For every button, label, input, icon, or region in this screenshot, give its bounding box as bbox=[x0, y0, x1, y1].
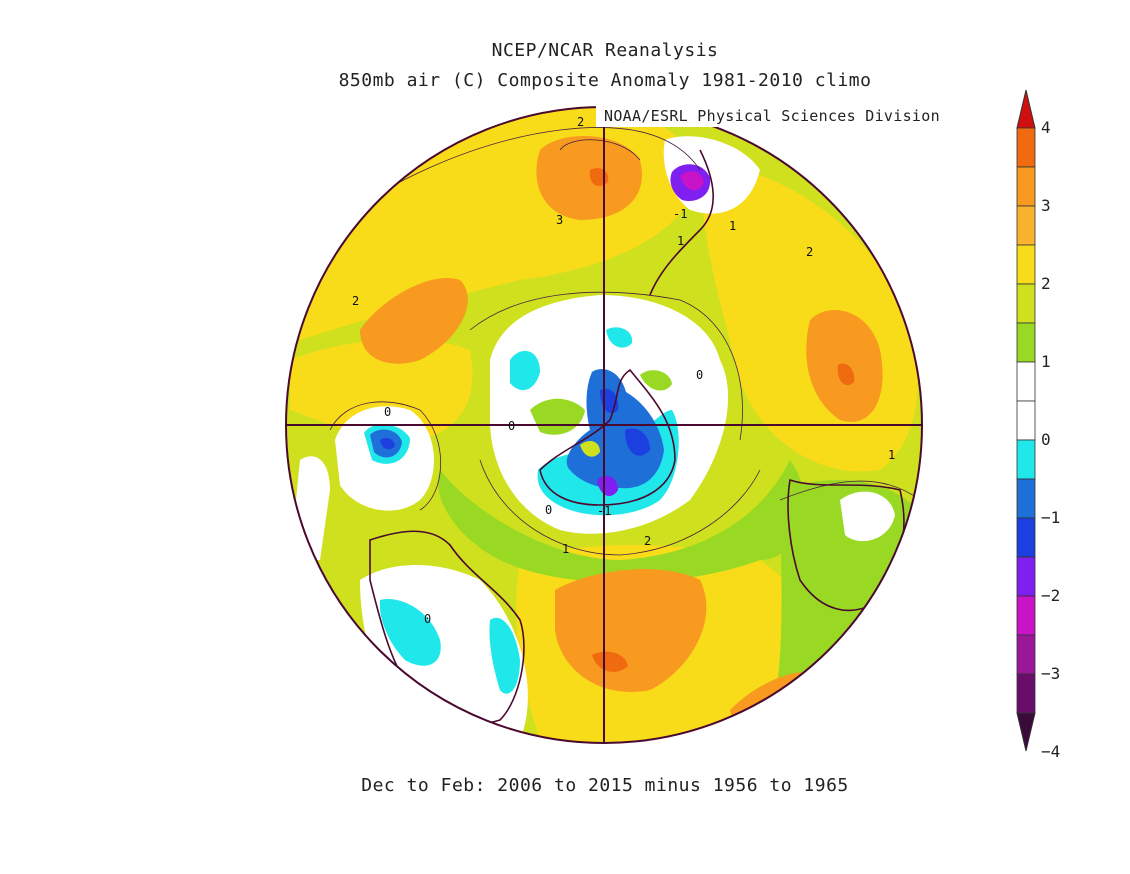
colorbar-tick-label: 4 bbox=[1041, 118, 1051, 137]
field-green-southeast bbox=[760, 480, 922, 743]
contour-label: 0 bbox=[696, 368, 703, 382]
cold-central-north bbox=[606, 327, 633, 348]
colorbar-labels: 4 3 2 1 0 −1 −2 −3 −4 bbox=[1041, 118, 1060, 761]
colorbar-segment bbox=[1016, 244, 1036, 285]
cold-southwest-a bbox=[379, 599, 441, 666]
map-subtitle: 850mb air (C) Composite Anomaly 1981-201… bbox=[338, 70, 872, 91]
period-label: Dec to Feb: 2006 to 2015 minus 1956 to 1… bbox=[361, 775, 849, 796]
colorbar-segment bbox=[1016, 322, 1036, 363]
contour-label: 1 bbox=[677, 234, 684, 248]
contour-label: -1 bbox=[673, 207, 687, 221]
contour-label: 2 bbox=[352, 294, 359, 308]
colorbar-segment bbox=[1016, 634, 1036, 675]
contour-label: 0 bbox=[384, 405, 391, 419]
colorbar-segment bbox=[1016, 478, 1036, 519]
colorbar-tick-label: −3 bbox=[1041, 664, 1060, 683]
map-title: NCEP/NCAR Reanalysis bbox=[491, 40, 719, 61]
colorbar-segment bbox=[1016, 517, 1036, 558]
colorbar-max-arrow bbox=[1016, 89, 1036, 129]
colorbar-tick-label: −2 bbox=[1041, 586, 1060, 605]
contour-label: 1 bbox=[729, 219, 736, 233]
field-warm-west bbox=[290, 339, 473, 440]
colorbar-tick-label: −4 bbox=[1041, 742, 1060, 761]
max-south-core bbox=[592, 651, 628, 672]
colorbar-segment bbox=[1016, 361, 1036, 402]
colorbar-segment bbox=[1016, 400, 1036, 441]
cold-antarctic-darkblue bbox=[600, 388, 650, 456]
colorbar: 4 3 2 1 0 −1 −2 −3 −4 bbox=[1016, 89, 1060, 761]
contour-label: 0 bbox=[424, 612, 431, 626]
colorbar-tick-label: 2 bbox=[1041, 274, 1051, 293]
contour-label: 0 bbox=[545, 503, 552, 517]
colorbar-segment bbox=[1016, 556, 1036, 597]
colorbar-segment bbox=[1016, 439, 1036, 480]
cold-central-west bbox=[510, 350, 540, 391]
colorbar-segment bbox=[1016, 127, 1036, 168]
max-east-core bbox=[837, 363, 855, 386]
contour-label: 2 bbox=[806, 245, 813, 259]
colorbar-tick-label: 0 bbox=[1041, 430, 1051, 449]
cold-antarctic-purple bbox=[597, 475, 618, 496]
colorbar-tick-label: −1 bbox=[1041, 508, 1060, 527]
colorbar-min-arrow bbox=[1016, 712, 1036, 752]
field-green-ring bbox=[438, 460, 805, 583]
cold-southwest-b bbox=[489, 617, 520, 694]
contour-label: -1 bbox=[597, 504, 611, 518]
contour-label: 3 bbox=[556, 213, 563, 227]
contour-labels: 2 3 2 2 -1 1 1 0 0 0 -1 0 1 2 1 0 bbox=[352, 115, 895, 626]
credit-label: NOAA/ESRL Physical Sciences Division bbox=[596, 106, 946, 127]
max-south bbox=[555, 569, 707, 692]
colorbar-segment bbox=[1016, 673, 1036, 714]
colorbar-segment bbox=[1016, 595, 1036, 636]
field-green-pocket-c bbox=[580, 440, 600, 457]
cold-north-core bbox=[680, 171, 704, 191]
colorbar-segment bbox=[1016, 166, 1036, 207]
colorbar-segments bbox=[1016, 89, 1036, 752]
field-green-pocket-b bbox=[640, 370, 672, 391]
colorbar-tick-label: 3 bbox=[1041, 196, 1051, 215]
contour-label: 2 bbox=[644, 534, 651, 548]
contour-label: 2 bbox=[577, 115, 584, 129]
neutral-east-low bbox=[840, 491, 895, 542]
cold-antarctic-blue bbox=[566, 369, 664, 489]
contour-label: 1 bbox=[562, 542, 569, 556]
max-north bbox=[536, 136, 642, 220]
colorbar-tick-label: 1 bbox=[1041, 352, 1051, 371]
cold-west-core bbox=[380, 438, 395, 450]
colorbar-segment bbox=[1016, 205, 1036, 246]
colorbar-segment bbox=[1016, 283, 1036, 324]
contour-label: 1 bbox=[888, 448, 895, 462]
contour-label: 0 bbox=[508, 419, 515, 433]
max-northwest bbox=[360, 278, 468, 364]
